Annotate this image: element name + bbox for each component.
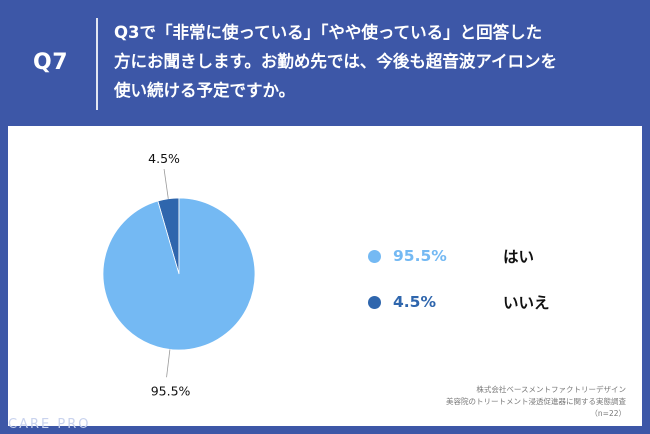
source-note: 株式会社ベースメントファクトリーデザイン 美容院のトリートメント浸透促進器に関す… — [446, 384, 626, 420]
source-sample-size: （n=22） — [590, 409, 626, 418]
legend-swatch-no — [368, 295, 381, 309]
question-text: Q3で「非常に使っている」「やや使っている」と回答した 方にお聞きします。お勤め… — [114, 23, 558, 100]
leader-line-no — [163, 169, 169, 199]
legend-label-yes: はい — [503, 248, 535, 266]
chart-panel: 4.5% 95.5% 95.5% はい 4.5% いいえ 株式会社ベースメントファ… — [8, 126, 642, 426]
header-divider — [96, 18, 98, 110]
question-header: Q7 Q3で「非常に使っている」「やや使っている」と回答した 方にお聞きします。… — [0, 0, 650, 126]
data-label-no: 4.5% — [148, 151, 180, 166]
leader-line-yes — [166, 349, 171, 378]
legend-pct-yes: 95.5% — [393, 247, 447, 265]
legend-swatch-yes — [368, 249, 381, 263]
legend-pct-no: 4.5% — [393, 293, 436, 311]
source-survey: 美容院のトリートメント浸透促進器に関する実態調査 — [446, 397, 626, 406]
data-label-yes: 95.5% — [151, 383, 191, 398]
legend-label-no: いいえ — [503, 294, 550, 312]
legend-item-no: 4.5% いいえ — [368, 290, 550, 314]
legend-item-yes: 95.5% はい — [368, 244, 550, 268]
brand-logo: CARE PRO — [8, 417, 91, 432]
pie-chart: 4.5% 95.5% — [102, 151, 256, 398]
source-company: 株式会社ベースメントファクトリーデザイン — [476, 385, 626, 394]
question-number: Q7 — [33, 50, 69, 75]
pie-slice-yes — [102, 197, 256, 351]
chart-legend: 95.5% はい 4.5% いいえ — [368, 244, 550, 336]
